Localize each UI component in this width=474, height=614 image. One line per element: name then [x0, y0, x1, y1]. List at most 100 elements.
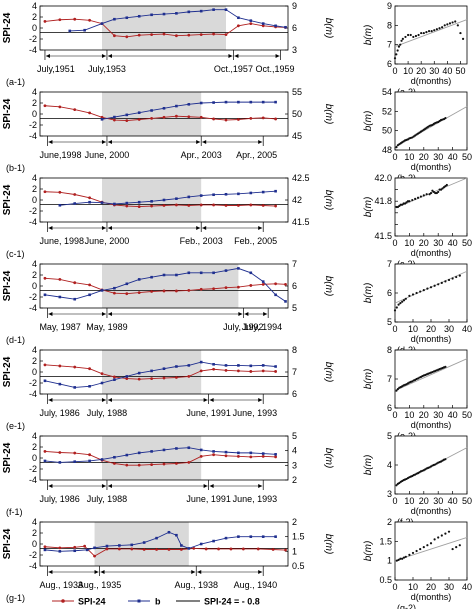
arrow-head — [263, 312, 268, 316]
b-point — [150, 200, 153, 203]
arrow-head — [101, 484, 106, 488]
b-point — [224, 100, 228, 104]
b-point — [125, 375, 129, 378]
scatter-point — [444, 280, 447, 283]
b-point — [261, 452, 265, 455]
y2-tick-label: 0.5 — [292, 561, 305, 571]
date-label: Aug., 1935 — [78, 580, 122, 590]
b-point — [237, 16, 240, 20]
y2-axis-label: b(m) — [323, 18, 334, 39]
y-tick-label: 54 — [382, 87, 392, 97]
scatter-point — [451, 547, 454, 551]
scatter-point — [395, 146, 398, 149]
scatter-point — [437, 283, 440, 286]
y-tick-label: 52 — [382, 106, 392, 116]
scatter-point — [422, 546, 425, 549]
date-label: Aug., 1938 — [174, 580, 218, 590]
spi24-point — [199, 33, 203, 36]
spi24-point — [155, 548, 158, 551]
arrow-head — [48, 570, 53, 574]
arrow-head — [107, 398, 112, 402]
scatter-point — [399, 302, 402, 305]
scatter-point — [419, 547, 422, 551]
b-point — [224, 364, 228, 367]
scatter-point — [429, 286, 433, 289]
series-line-b — [69, 9, 286, 32]
fit-line — [394, 358, 468, 392]
spi24-point — [261, 454, 265, 458]
y-tick-label: 2 — [32, 270, 37, 280]
y-tick-label: 1 — [387, 556, 392, 566]
y-tick-label: 4 — [32, 517, 37, 527]
y-tick-label: -2 — [29, 550, 37, 560]
b-point — [155, 536, 158, 540]
spi24-point — [249, 203, 253, 207]
y-tick-label: 0 — [32, 281, 37, 291]
b-point — [212, 450, 215, 453]
scatter-point — [458, 544, 461, 547]
y-tick-label: 6 — [387, 59, 392, 69]
b-point — [162, 448, 166, 452]
date-label: Aug., 1933 — [39, 580, 83, 590]
b-point — [125, 201, 129, 205]
scatter-point — [396, 388, 399, 391]
y2-tick-label: 45 — [292, 131, 302, 141]
date-label: Oct.,1959 — [256, 64, 295, 74]
b-point — [175, 533, 178, 537]
y-tick-label: 0 — [32, 453, 37, 463]
b-point — [274, 365, 277, 368]
y-tick-label: 42.0 — [374, 173, 392, 183]
x-tick-label: 40 — [448, 410, 458, 420]
b-point — [162, 367, 166, 370]
y-tick-label: -4 — [29, 45, 37, 55]
fit-line — [394, 19, 468, 48]
plot-frame — [394, 349, 468, 409]
y2-axis-label: b(m) — [323, 534, 334, 555]
y-tick-label: 3 — [387, 489, 392, 499]
arrow-head — [107, 484, 112, 488]
b-point — [150, 369, 153, 373]
arrow-head — [48, 312, 53, 316]
b-point — [137, 200, 141, 204]
spi24-point — [43, 20, 47, 23]
spi24-point — [199, 115, 203, 119]
scatter-point — [435, 28, 438, 31]
panel-label: (g-1) — [6, 593, 25, 603]
b-point — [100, 201, 104, 204]
scatter-point — [415, 549, 418, 553]
scatter-point — [402, 299, 406, 302]
arrow-head — [48, 226, 53, 230]
spi24-point — [212, 287, 216, 291]
spi24-point — [137, 118, 141, 121]
b-point — [274, 453, 277, 456]
b-point — [137, 451, 141, 455]
scatter-point — [455, 546, 458, 549]
b-point — [43, 379, 47, 383]
spi24-point — [130, 547, 134, 551]
b-point — [212, 271, 215, 275]
b-point — [88, 385, 91, 388]
b-point — [43, 459, 47, 463]
y2-tick-label: 42.5 — [292, 173, 310, 183]
spi24-point — [274, 204, 277, 208]
y2-tick-label: 6 — [292, 281, 297, 291]
scatter-point — [411, 198, 414, 202]
b-point — [187, 10, 191, 14]
spi24-point — [249, 370, 253, 373]
spi24-point — [249, 117, 253, 120]
spi24-point — [187, 289, 191, 292]
arrow-head — [107, 54, 112, 58]
y-tick-label: 50 — [382, 126, 392, 136]
x-tick-label: 10 — [403, 66, 413, 76]
date-label: May, 1989 — [86, 322, 127, 332]
spi24-point — [88, 453, 91, 457]
b-point — [187, 446, 191, 450]
scatter-point — [395, 306, 398, 309]
y2-tick-label: 5 — [292, 303, 297, 313]
x-tick-label: 30 — [444, 582, 454, 592]
spi24-point — [192, 547, 196, 550]
date-label: Feb., 2003 — [180, 236, 223, 246]
